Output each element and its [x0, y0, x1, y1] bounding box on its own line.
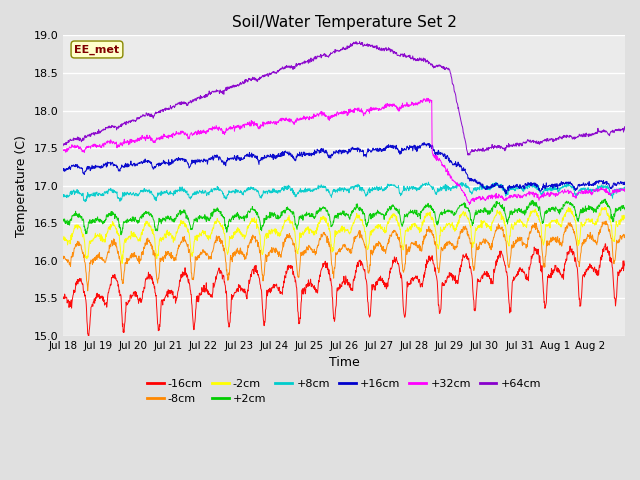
- Y-axis label: Temperature (C): Temperature (C): [15, 135, 28, 237]
- Legend: -16cm, -8cm, -2cm, +2cm, +8cm, +16cm, +32cm, +64cm: -16cm, -8cm, -2cm, +2cm, +8cm, +16cm, +3…: [142, 374, 546, 408]
- Title: Soil/Water Temperature Set 2: Soil/Water Temperature Set 2: [232, 15, 456, 30]
- X-axis label: Time: Time: [329, 357, 360, 370]
- Text: EE_met: EE_met: [74, 44, 120, 55]
